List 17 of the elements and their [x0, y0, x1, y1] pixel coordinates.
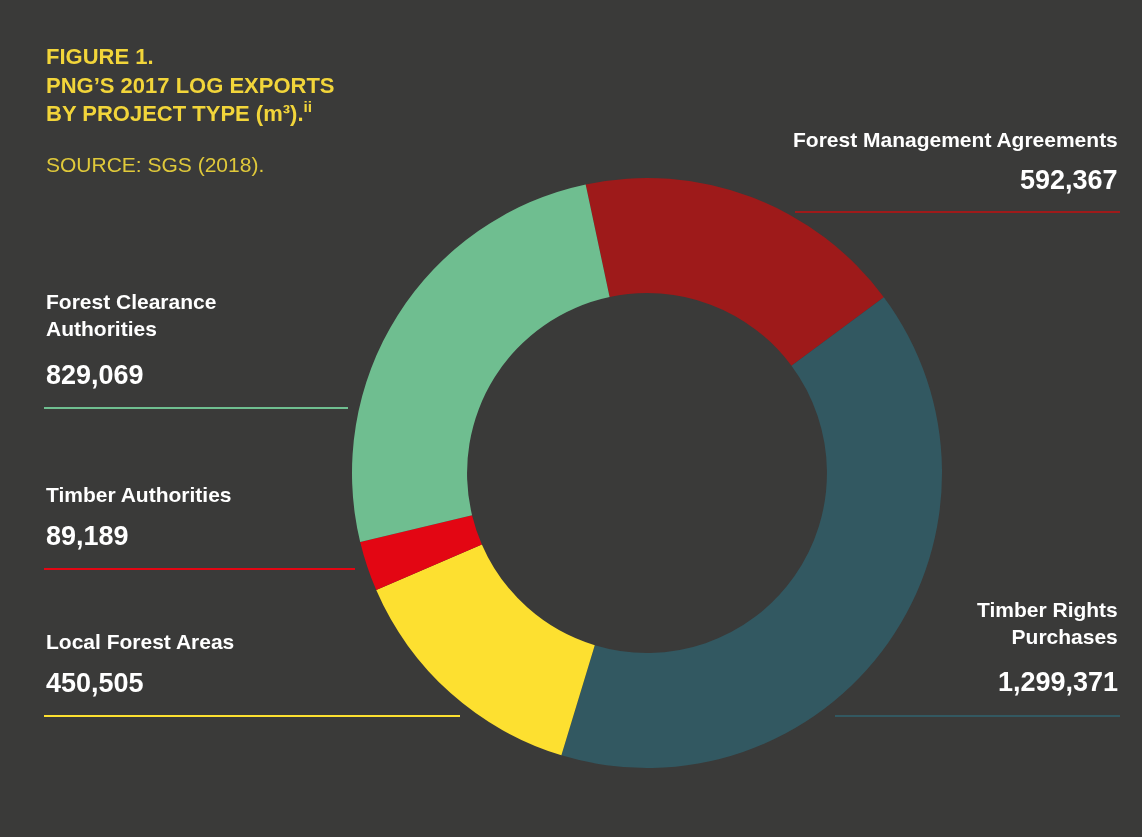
source-note: SOURCE: SGS (2018). — [46, 153, 265, 176]
data-label: 592,367 — [1020, 165, 1118, 195]
donut-slice — [376, 544, 595, 756]
slice-label: Timber Rights Purchases — [977, 598, 1118, 649]
chart-title: FIGURE 1. PNG’S 2017 LOG EXPORTS BY PROJECT TYPE (m³).$^{ii}$ — [46, 44, 335, 127]
slice-label: Timber Authorities — [46, 483, 232, 506]
donut-slice — [585, 178, 884, 366]
data-label: 89,189 — [46, 521, 129, 551]
donut-slice — [352, 184, 610, 543]
data-label: 450,505 — [46, 668, 144, 698]
donut-slice — [360, 515, 482, 591]
donut-slice — [561, 297, 942, 768]
slice-label: Local Forest Areas — [46, 630, 235, 653]
slice-label: Forest Management Agreements — [793, 128, 1118, 151]
data-label: 829,069 — [46, 360, 144, 390]
data-label: 1,299,371 — [998, 667, 1119, 697]
slice-label: Forest Clearance Authorities — [46, 290, 217, 341]
